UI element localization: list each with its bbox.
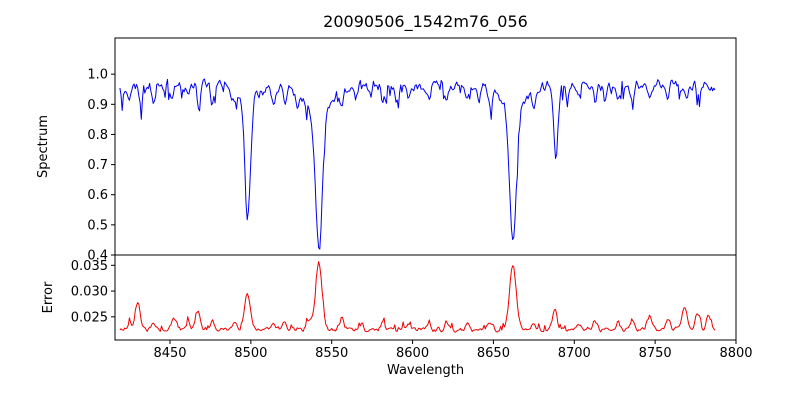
spectrum-y-tick-label: 0.6 (87, 188, 108, 203)
x-axis-label: Wavelength (387, 363, 464, 378)
x-tick-label: 8600 (396, 346, 429, 361)
error-y-tick-label: 0.035 (71, 259, 108, 274)
chart-title: 20090506_1542m76_056 (323, 12, 528, 32)
error-y-axis-label: Error (41, 281, 56, 313)
error-line (119, 261, 716, 333)
spectrum-y-tick-label: 1.0 (87, 68, 108, 83)
spectrum-y-tick-label: 0.9 (87, 98, 108, 113)
spectrum-line (119, 78, 716, 250)
x-tick-label: 8700 (558, 346, 591, 361)
error-y-tick-label: 0.030 (71, 285, 108, 300)
error-y-tick-label: 0.025 (71, 310, 108, 325)
x-tick-label: 8450 (153, 346, 186, 361)
spectrum-panel-frame (114, 37, 737, 256)
x-tick-label: 8750 (639, 346, 672, 361)
x-tick-label: 8550 (315, 346, 348, 361)
spectrum-y-axis-label: Spectrum (36, 115, 51, 178)
spectrum-y-tick-label: 0.7 (87, 158, 108, 173)
x-tick-label: 8650 (477, 346, 510, 361)
spectrum-y-tick-label: 0.5 (87, 218, 108, 233)
spectrum-y-tick-label: 0.8 (87, 128, 108, 143)
spectrum-y-tick-label: 0.4 (87, 249, 108, 264)
x-tick-label: 8800 (719, 346, 752, 361)
error-panel-frame (114, 254, 737, 341)
x-tick-label: 8500 (234, 346, 267, 361)
